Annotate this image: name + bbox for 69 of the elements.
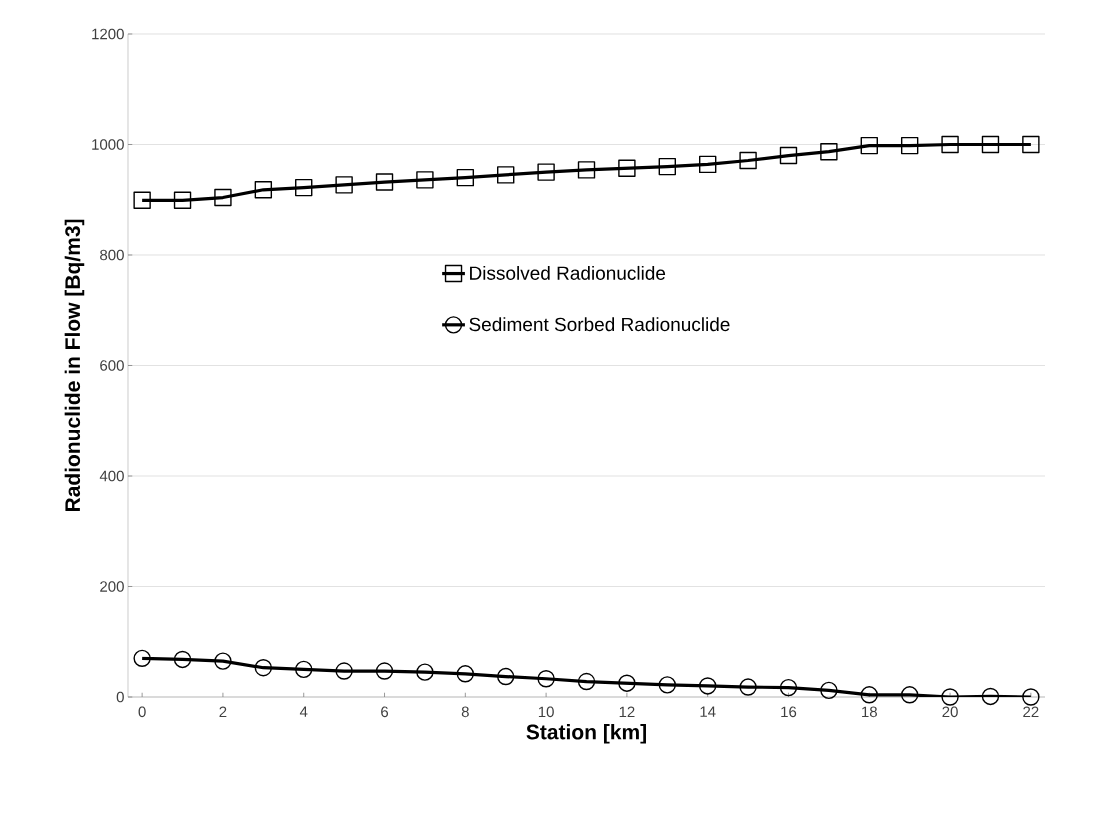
x-tick-label: 8	[461, 706, 469, 718]
point	[335, 176, 353, 194]
point	[1022, 135, 1040, 154]
point	[941, 688, 959, 706]
x-tick-label: 18	[862, 706, 877, 718]
point	[618, 159, 636, 177]
y-tick-label: 0	[116, 691, 124, 703]
x-tick-label: 14	[700, 706, 716, 717]
point	[295, 178, 313, 197]
point	[375, 662, 394, 680]
point	[416, 171, 434, 189]
point	[497, 667, 515, 686]
legend-label: Dissolved Radionuclide	[470, 265, 666, 280]
x-tick-label: 10	[538, 706, 554, 718]
x-tick-label: 4	[299, 706, 308, 717]
legend-label: Sediment Sorbed Radionuclide	[469, 317, 730, 332]
x-tick-label: 22	[1023, 706, 1039, 718]
y-tick-label: 1200	[92, 28, 124, 40]
x-tick-label: 20	[942, 706, 958, 718]
point	[779, 146, 798, 165]
point	[618, 674, 636, 692]
x-axis-title: Station [km]	[526, 724, 646, 744]
x-tick-label: 12	[619, 706, 635, 718]
x-tick-label: 16	[781, 706, 797, 718]
point	[416, 663, 434, 681]
point	[537, 163, 555, 181]
point	[335, 662, 353, 680]
y-tick-label: 1000	[92, 139, 124, 150]
y-tick-label: 200	[100, 581, 124, 592]
point	[739, 678, 757, 696]
point	[577, 161, 596, 179]
point	[658, 157, 676, 176]
point	[254, 659, 273, 677]
point	[254, 181, 273, 199]
x-tick-label: 2	[219, 706, 227, 718]
point	[820, 681, 838, 700]
point	[497, 166, 515, 184]
point	[375, 173, 394, 191]
point	[981, 135, 1000, 154]
point	[699, 155, 717, 174]
point	[820, 142, 838, 161]
point	[779, 678, 798, 697]
point	[577, 672, 596, 691]
point	[739, 151, 757, 170]
x-tick-label: 6	[381, 706, 389, 718]
point	[214, 188, 232, 207]
point	[173, 191, 192, 209]
point	[658, 676, 676, 694]
y-tick-label: 400	[99, 470, 124, 482]
point	[900, 136, 919, 155]
point	[133, 191, 151, 209]
point	[173, 650, 192, 669]
x-tick-label: 0	[138, 706, 146, 718]
point	[941, 135, 959, 154]
y-axis-title: Radionuclide in Flow [Bq/m3]	[64, 219, 85, 512]
point	[699, 677, 717, 695]
point	[133, 649, 151, 668]
point	[900, 686, 919, 704]
point	[981, 687, 1000, 706]
y-tick-label: 600	[100, 360, 124, 371]
point	[214, 652, 232, 670]
point	[456, 168, 475, 187]
y-tick-label: 800	[100, 249, 124, 261]
point	[860, 686, 878, 704]
point	[860, 136, 878, 155]
point	[295, 660, 313, 679]
point	[456, 665, 475, 683]
point	[537, 670, 555, 688]
point	[1022, 688, 1040, 706]
